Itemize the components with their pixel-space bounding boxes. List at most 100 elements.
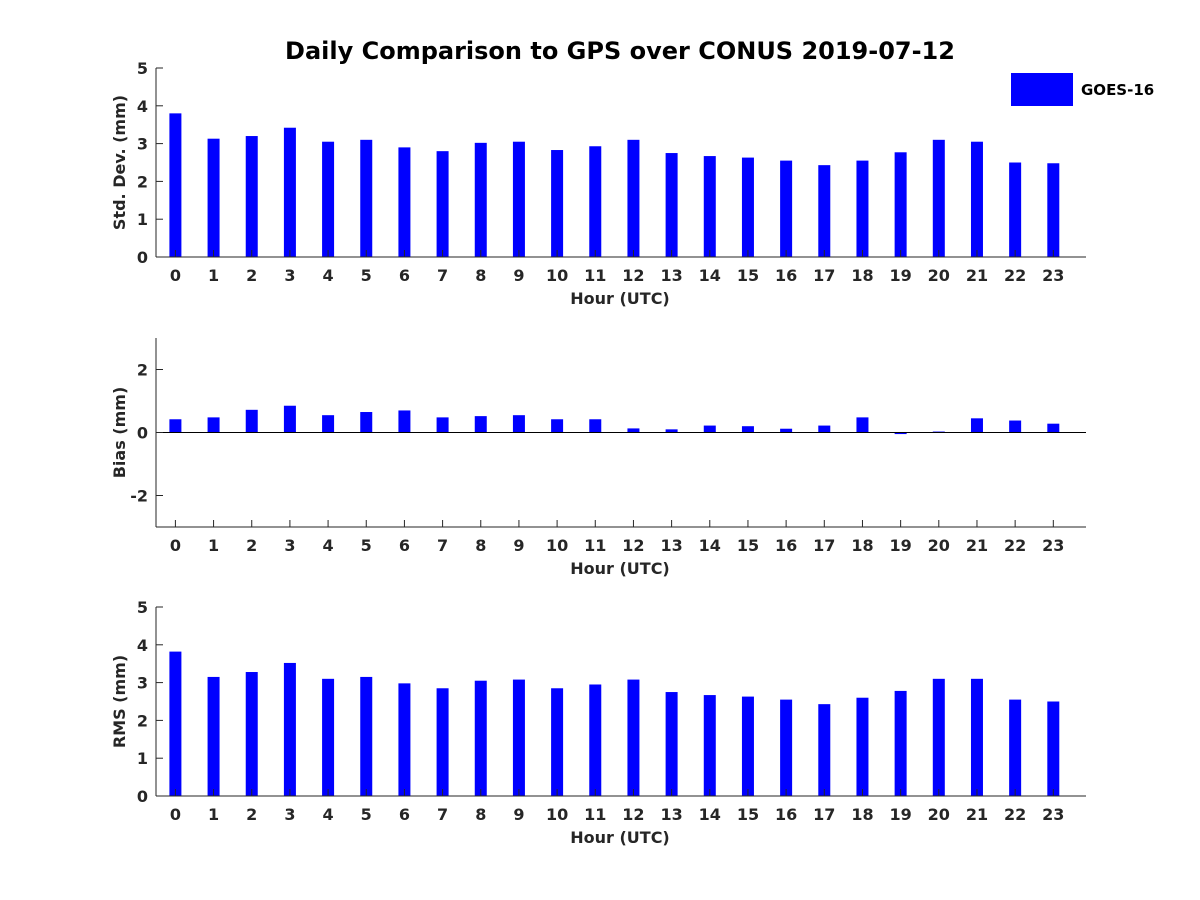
bias-bar-hour-12 (627, 428, 640, 433)
bias-bar-hour-3 (283, 405, 296, 433)
bias-xtick-label: 13 (660, 536, 682, 555)
std-dev-ytick-label: 1 (137, 210, 148, 229)
bias-xtick-label: 0 (170, 536, 181, 555)
bias-bar-hour-9 (512, 415, 525, 433)
std-dev-ytick-label: 5 (137, 59, 148, 78)
std-dev-bar-hour-15 (741, 157, 754, 257)
std-dev-bar-hour-0 (169, 113, 182, 257)
bias-xtick-label: 10 (546, 536, 568, 555)
rms-xtick-label: 7 (437, 805, 448, 824)
rms-xtick-label: 11 (584, 805, 606, 824)
rms-bar-hour-6 (398, 683, 411, 796)
rms-bar-hour-11 (589, 684, 602, 796)
std-dev-bar-hour-23 (1047, 163, 1060, 257)
rms-xtick-label: 1 (208, 805, 219, 824)
bias-bar-hour-19 (894, 432, 907, 435)
legend: GOES-16 (1011, 73, 1154, 106)
rms-y-axis-label: RMS (mm) (110, 655, 129, 748)
legend-swatch-goes16 (1011, 73, 1073, 106)
rms-xtick-label: 0 (170, 805, 181, 824)
std-dev-bar-hour-11 (589, 146, 602, 257)
bias-xtick-label: 21 (966, 536, 988, 555)
std-dev-xtick-label: 22 (1004, 266, 1026, 285)
rms-bar-hour-8 (474, 680, 487, 796)
bias-bar-hour-21 (970, 418, 983, 433)
std-dev-xtick-label: 1 (208, 266, 219, 285)
std-dev-bar-hour-5 (360, 139, 373, 257)
bias-bar-hour-4 (322, 415, 335, 433)
bias-xtick-label: 22 (1004, 536, 1026, 555)
rms-xtick-label: 14 (699, 805, 721, 824)
std-dev-bar-hour-9 (512, 141, 525, 257)
bias-x-axis-label: Hour (UTC) (570, 559, 670, 578)
bias-xtick-label: 14 (699, 536, 721, 555)
rms-x-axis-label: Hour (UTC) (570, 828, 670, 847)
rms-bar-hour-13 (665, 692, 678, 796)
rms-bar-hour-12 (627, 679, 640, 796)
bias-bar-hour-11 (589, 419, 602, 433)
std-dev-bar-hour-4 (322, 141, 335, 257)
bias-bar-hour-22 (1009, 420, 1022, 433)
std-dev-bar-hour-21 (970, 141, 983, 257)
rms-bar-hour-20 (932, 678, 945, 796)
std-dev-bar-hour-14 (703, 156, 716, 257)
rms-bar-hour-4 (322, 678, 335, 796)
bias-xtick-label: 3 (284, 536, 295, 555)
bias-bar-hour-0 (169, 419, 182, 433)
chart-title: Daily Comparison to GPS over CONUS 2019-… (285, 37, 955, 65)
rms-bar-hour-21 (970, 678, 983, 796)
std-dev-xtick-label: 0 (170, 266, 181, 285)
std-dev-bar-hour-8 (474, 142, 487, 257)
std-dev-bar-hour-16 (780, 160, 793, 257)
rms-bar-hour-23 (1047, 701, 1060, 796)
rms-xtick-label: 20 (928, 805, 950, 824)
bias-xtick-label: 4 (323, 536, 334, 555)
legend-label-goes16: GOES-16 (1081, 81, 1154, 99)
bias-xtick-label: 18 (851, 536, 873, 555)
std-dev-xtick-label: 9 (513, 266, 524, 285)
std-dev-xtick-label: 12 (622, 266, 644, 285)
rms-bar-hour-1 (207, 676, 220, 796)
std-dev-xtick-label: 15 (737, 266, 759, 285)
bias-xtick-label: 19 (889, 536, 911, 555)
bias-bar-hour-10 (551, 419, 564, 433)
bias-ytick-label: 0 (137, 424, 148, 443)
bias-bar-hour-14 (703, 425, 716, 433)
bias-xtick-label: 8 (475, 536, 486, 555)
std-dev-bar-hour-17 (818, 165, 831, 257)
std-dev-xtick-label: 16 (775, 266, 797, 285)
rms-bar-hour-9 (512, 679, 525, 796)
std-dev-bar-hour-7 (436, 151, 449, 257)
rms-xtick-label: 3 (284, 805, 295, 824)
rms-ytick-label: 4 (137, 636, 148, 655)
rms-xtick-label: 22 (1004, 805, 1026, 824)
rms-xtick-label: 8 (475, 805, 486, 824)
std-dev-ytick-label: 0 (137, 248, 148, 267)
bias-bar-hour-1 (207, 417, 220, 433)
rms-bar-hour-10 (551, 688, 564, 796)
bias-bar-hour-16 (780, 428, 793, 433)
std-dev-xtick-label: 6 (399, 266, 410, 285)
rms-bar-hour-17 (818, 704, 831, 796)
bias-ytick-label: -2 (130, 487, 148, 506)
std-dev-xtick-label: 5 (361, 266, 372, 285)
rms-xtick-label: 21 (966, 805, 988, 824)
std-dev-xtick-label: 19 (889, 266, 911, 285)
rms-xtick-label: 23 (1042, 805, 1064, 824)
bias-xtick-label: 15 (737, 536, 759, 555)
std-dev-bar-hour-13 (665, 153, 678, 257)
bias-bar-hour-7 (436, 417, 449, 433)
rms-bar-hour-19 (894, 690, 907, 796)
rms-ytick-label: 1 (137, 749, 148, 768)
std-dev-xtick-label: 20 (928, 266, 950, 285)
rms-xtick-label: 5 (361, 805, 372, 824)
rms-bar-hour-5 (360, 676, 373, 796)
std-dev-ytick-label: 2 (137, 172, 148, 191)
rms-bar-hour-15 (741, 696, 754, 796)
std-dev-bar-hour-6 (398, 147, 411, 257)
bias-bar-hour-18 (856, 417, 869, 433)
bias-xtick-label: 16 (775, 536, 797, 555)
bias-xtick-label: 11 (584, 536, 606, 555)
